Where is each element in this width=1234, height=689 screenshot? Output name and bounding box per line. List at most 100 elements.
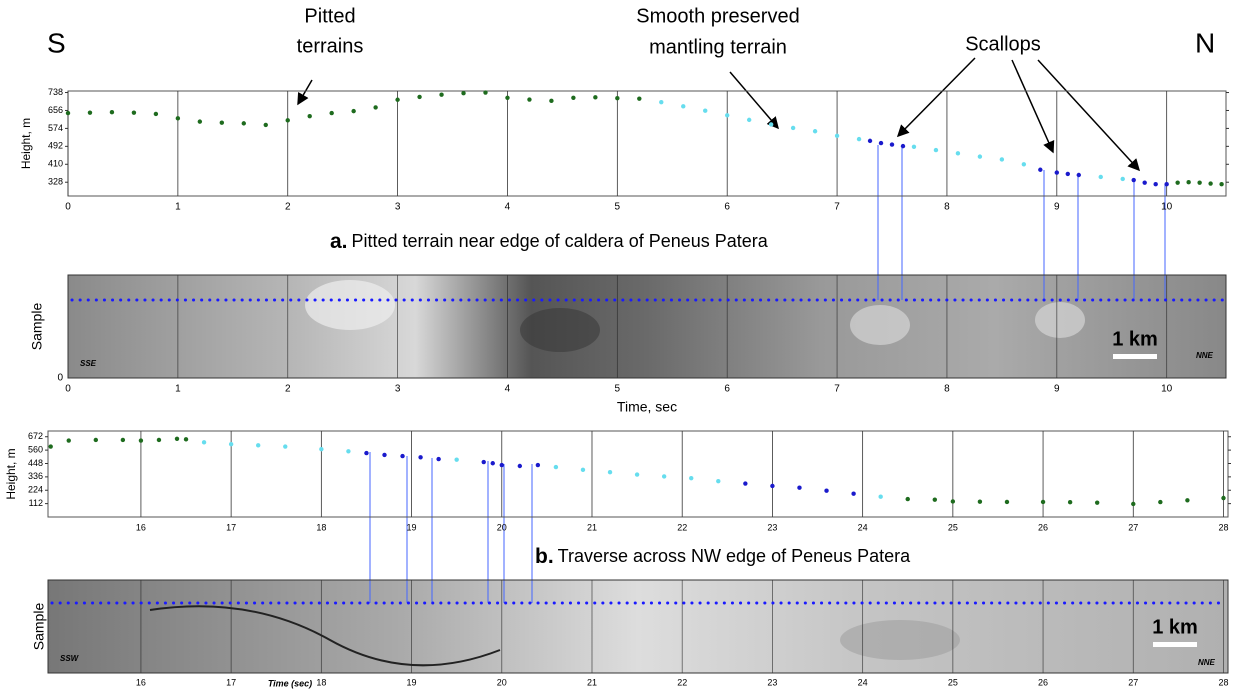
data-point bbox=[439, 93, 443, 97]
image-texture bbox=[840, 620, 960, 660]
image-corner-label: NNE bbox=[1196, 351, 1214, 360]
data-point bbox=[824, 489, 828, 493]
data-point bbox=[593, 95, 597, 99]
data-point bbox=[933, 497, 937, 501]
scale-label: 1 km bbox=[1112, 328, 1158, 350]
x-tick-label: 9 bbox=[1054, 202, 1060, 213]
data-point bbox=[835, 134, 839, 138]
caption-label: b. bbox=[535, 545, 554, 568]
data-point bbox=[110, 110, 114, 114]
data-point bbox=[890, 142, 894, 146]
data-point bbox=[1185, 498, 1189, 502]
x-tick-label: 25 bbox=[948, 522, 958, 532]
data-point bbox=[747, 118, 751, 122]
plot-frame bbox=[68, 91, 1226, 196]
image-corner-label: SSE bbox=[80, 359, 97, 368]
data-point bbox=[176, 116, 180, 120]
caption-text: Traverse across NW edge of Peneus Patera bbox=[558, 546, 911, 566]
data-point bbox=[956, 151, 960, 155]
x-tick-label: 24 bbox=[858, 522, 868, 532]
image-x-tick-label: 0 bbox=[65, 384, 71, 395]
data-point bbox=[703, 108, 707, 112]
data-point bbox=[139, 438, 143, 442]
data-point bbox=[1038, 168, 1042, 172]
data-point bbox=[934, 148, 938, 152]
data-point bbox=[1099, 175, 1103, 179]
data-point bbox=[743, 481, 747, 485]
image-x-tick-label: 5 bbox=[615, 384, 621, 395]
data-point bbox=[436, 457, 440, 461]
data-point bbox=[1055, 170, 1059, 174]
data-point bbox=[879, 141, 883, 145]
caption: a.Pitted terrain near edge of caldera of… bbox=[330, 230, 769, 253]
x-tick-label: 28 bbox=[1218, 522, 1228, 532]
image-x-tick-label: 7 bbox=[834, 384, 840, 395]
image-x-tick-label: 23 bbox=[767, 677, 777, 687]
data-point bbox=[791, 126, 795, 130]
y-tick-label: 492 bbox=[48, 141, 63, 151]
y-tick-label: 448 bbox=[28, 458, 43, 468]
x-tick-label: 23 bbox=[767, 522, 777, 532]
y-tick-label: 112 bbox=[29, 498, 43, 508]
y-tick-label: 672 bbox=[28, 431, 43, 441]
x-tick-label: 5 bbox=[615, 202, 621, 213]
data-point bbox=[1022, 162, 1026, 166]
caption: b.Traverse across NW edge of Peneus Pate… bbox=[535, 545, 911, 568]
data-point bbox=[417, 95, 421, 99]
data-point bbox=[608, 470, 612, 474]
data-point bbox=[1068, 500, 1072, 504]
data-point bbox=[454, 457, 458, 461]
image-texture bbox=[305, 280, 395, 330]
data-point bbox=[857, 137, 861, 141]
data-point bbox=[906, 497, 910, 501]
data-point bbox=[382, 453, 386, 457]
data-point bbox=[395, 98, 399, 102]
data-point bbox=[67, 438, 71, 442]
y-tick-label: 224 bbox=[28, 485, 43, 495]
annotation: terrains bbox=[297, 35, 364, 57]
data-point bbox=[951, 499, 955, 503]
image-texture bbox=[520, 308, 600, 352]
data-point bbox=[157, 438, 161, 442]
y-axis-label: Height, m bbox=[4, 448, 18, 499]
data-point bbox=[308, 114, 312, 118]
image-x-label: Time (sec) bbox=[268, 678, 312, 688]
x-tick-label: 2 bbox=[285, 202, 291, 213]
data-point bbox=[659, 100, 663, 104]
data-point bbox=[912, 145, 916, 149]
caption-text: Pitted terrain near edge of caldera of P… bbox=[352, 231, 769, 251]
figure: S N Pitted terrains Smooth preserved man… bbox=[0, 0, 1234, 689]
data-point bbox=[1041, 500, 1045, 504]
x-tick-label: 20 bbox=[497, 522, 507, 532]
image-y-label: Sample bbox=[31, 603, 47, 651]
image-x-tick-label: 26 bbox=[1038, 677, 1048, 687]
data-point bbox=[851, 492, 855, 496]
annotation: Smooth preserved bbox=[636, 5, 799, 27]
data-point bbox=[813, 129, 817, 133]
data-point bbox=[461, 91, 465, 95]
data-point bbox=[725, 113, 729, 117]
data-point bbox=[202, 440, 206, 444]
image-corner-label: SSW bbox=[60, 654, 80, 663]
data-point bbox=[94, 438, 98, 442]
x-tick-label: 10 bbox=[1161, 202, 1173, 213]
data-point bbox=[283, 444, 287, 448]
data-point bbox=[681, 104, 685, 108]
data-point bbox=[491, 461, 495, 465]
y-tick-label: 574 bbox=[48, 123, 63, 133]
x-tick-label: 26 bbox=[1038, 522, 1048, 532]
data-point bbox=[1005, 500, 1009, 504]
data-point bbox=[329, 111, 333, 115]
image-x-tick-label: 3 bbox=[395, 384, 401, 395]
image-y-label: Sample bbox=[29, 303, 45, 351]
image-x-tick-label: 22 bbox=[677, 677, 687, 687]
data-point bbox=[1186, 180, 1190, 184]
image-x-tick-label: 19 bbox=[407, 677, 417, 687]
image-x-tick-label: 1 bbox=[175, 384, 181, 395]
data-point bbox=[1175, 180, 1179, 184]
x-tick-label: 0 bbox=[65, 202, 71, 213]
image-x-tick-label: 6 bbox=[724, 384, 730, 395]
corner-label: S bbox=[47, 27, 66, 58]
image-x-tick-label: 21 bbox=[587, 677, 597, 687]
x-tick-label: 18 bbox=[316, 522, 326, 532]
